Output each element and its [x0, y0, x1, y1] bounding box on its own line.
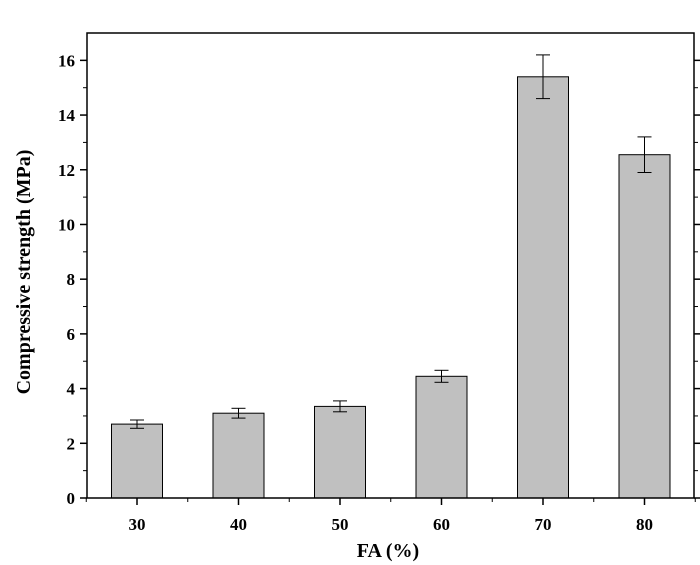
bar-60	[415, 375, 468, 499]
x-tick-label: 80	[636, 515, 653, 534]
bar-80	[618, 154, 671, 499]
plot-frame	[86, 32, 695, 499]
plot-border	[86, 32, 695, 499]
plot-bars	[111, 76, 671, 499]
bar-50	[314, 405, 366, 499]
x-tick-label: 40	[230, 515, 247, 534]
y-tick-label: 6	[67, 325, 76, 344]
y-tick-label: 4	[67, 380, 76, 399]
bar-40	[212, 412, 265, 499]
x-tick-label: 70	[535, 515, 552, 534]
x-tick-label: 60	[433, 515, 450, 534]
y-axis: 0 2 4 6 8 10 12 14 16	[58, 51, 700, 508]
x-axis-title: FA (%)	[357, 540, 419, 562]
y-tick-label: 10	[58, 215, 75, 234]
y-tick-label: 0	[67, 489, 76, 508]
y-axis-title: Compressive strength (MPa)	[13, 150, 35, 395]
y-tick-label: 16	[58, 51, 75, 70]
bar-70	[517, 76, 569, 499]
x-tick-label: 50	[332, 515, 349, 534]
y-tick-label: 8	[67, 270, 76, 289]
x-axis: 30 40 50 60 70 80	[85, 498, 696, 534]
y-tick-label: 14	[58, 106, 76, 125]
bar-30	[111, 423, 163, 499]
y-tick-label: 12	[58, 161, 75, 180]
y-tick-label: 2	[67, 434, 76, 453]
x-tick-label: 30	[129, 515, 146, 534]
plot-error-bars	[130, 54, 652, 429]
